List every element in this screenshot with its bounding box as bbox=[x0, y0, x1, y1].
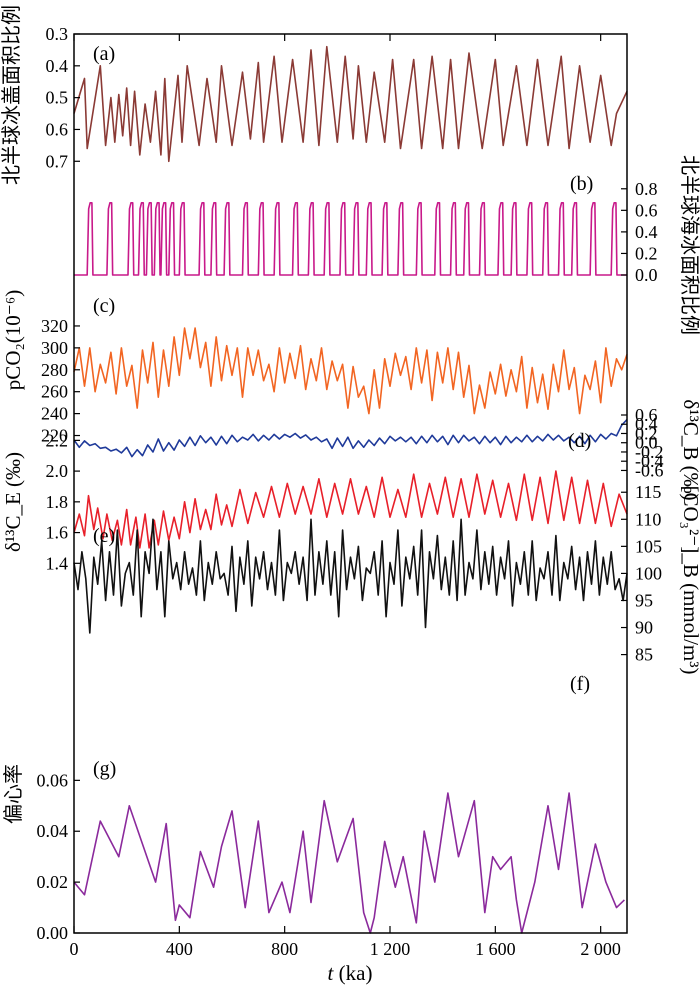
y-tick-label-g: 0.06 bbox=[37, 770, 69, 790]
y-tick-label-c: 220 bbox=[41, 426, 68, 446]
y-tick-label-b: 0.2 bbox=[635, 243, 658, 263]
y-axis-label-b: 北半球海冰面积比例 bbox=[678, 155, 700, 335]
y-axis-label-g: 偏心率 bbox=[1, 764, 25, 824]
panel-label-a: (a) bbox=[93, 43, 115, 65]
y-tick-label-a: 0.3 bbox=[46, 24, 69, 44]
panel-f: 85 90 95 100 105 110 115 bbox=[73, 482, 662, 665]
panel-label-f: (f) bbox=[570, 673, 590, 695]
panels-layer: 0.30.40.50.60.70.00.20.40.60.82202402602… bbox=[37, 24, 664, 943]
y-axis-label-f: [CO₃²⁻]_B (mmol/m³) bbox=[679, 485, 700, 674]
y-axis-label-a: 北半球冰盖面积比例 bbox=[0, 5, 23, 185]
y-tick-label-b: 0.4 bbox=[635, 222, 658, 242]
y-tick-label-a: 0.4 bbox=[46, 56, 69, 76]
panel-label-b: (b) bbox=[570, 173, 593, 195]
x-tick-label: 0 bbox=[70, 939, 79, 959]
panel-g: 0.00 0.02 0.04 0.06 bbox=[37, 770, 625, 943]
panel-b: 0.00.20.40.60.8 bbox=[74, 179, 658, 285]
y-axis-label-d: δ¹³C_B (‰) bbox=[679, 399, 700, 500]
y-tick-label-f: 110 bbox=[635, 509, 661, 529]
panel-d: -0.6-0.4-0.20.00.20.40.6 bbox=[73, 405, 664, 480]
y-tick-label-g: 0.00 bbox=[37, 923, 69, 943]
y-tick-label-b: 0.0 bbox=[635, 265, 658, 285]
y-tick-label-b: 0.6 bbox=[635, 200, 658, 220]
series-line-f bbox=[73, 518, 628, 634]
y-tick-label-d: 0.4 bbox=[635, 414, 658, 434]
x-tick-label: 1 200 bbox=[370, 939, 411, 959]
panel-label-d: (d) bbox=[568, 430, 591, 452]
y-tick-label-a: 0.6 bbox=[46, 119, 69, 139]
series-line-e bbox=[73, 470, 628, 549]
plot-frame bbox=[73, 33, 628, 934]
series-line-b bbox=[74, 201, 627, 276]
y-tick-label-f: 115 bbox=[635, 482, 661, 502]
x-axis-label-unit: (ka) bbox=[333, 961, 372, 985]
y-axis-label-c: pCO₂(10⁻⁶) bbox=[1, 290, 25, 390]
y-tick-label-c: 300 bbox=[41, 338, 68, 358]
y-tick-label-e: 2.2 bbox=[46, 430, 69, 450]
y-tick-label-f: 85 bbox=[635, 645, 653, 665]
y-tick-label-d: -0.6 bbox=[635, 460, 664, 480]
y-tick-label-a: 0.5 bbox=[46, 88, 69, 108]
panel-a: 0.3 0.4 0.5 0.6 0.7 bbox=[46, 24, 628, 171]
y-tick-label-d: 0.6 bbox=[635, 405, 658, 425]
y-tick-label-e: 1.6 bbox=[46, 523, 69, 543]
panel-e: 1.4 1.6 1.8 2.0 2.2 bbox=[46, 430, 628, 573]
y-tick-label-f: 95 bbox=[635, 590, 653, 610]
panel-label-c: (c) bbox=[93, 295, 115, 317]
y-tick-label-g: 0.04 bbox=[37, 821, 69, 841]
panel-label-g: (g) bbox=[93, 758, 116, 780]
y-axis-label-e: δ¹³C_E (‰) bbox=[1, 452, 25, 552]
x-axis: 0 400 800 1 200 1 600 2 000 bbox=[70, 34, 621, 959]
y-tick-label-f: 105 bbox=[635, 536, 662, 556]
y-tick-label-e: 2.0 bbox=[46, 461, 69, 481]
y-tick-label-d: 0.2 bbox=[635, 423, 658, 443]
panel-label-e: (e) bbox=[93, 525, 115, 547]
y-tick-label-d: 0.0 bbox=[635, 433, 658, 453]
series-line-c bbox=[73, 327, 628, 415]
y-tick-label-d: -0.2 bbox=[635, 442, 664, 462]
x-tick-label: 800 bbox=[271, 939, 298, 959]
series-line-g bbox=[73, 792, 625, 934]
y-tick-label-e: 1.4 bbox=[46, 553, 69, 573]
y-tick-label-e: 1.8 bbox=[46, 492, 69, 512]
y-tick-label-b: 0.8 bbox=[635, 179, 658, 199]
y-tick-label-c: 240 bbox=[41, 404, 68, 424]
y-tick-label-c: 280 bbox=[41, 360, 68, 380]
y-tick-label-d: -0.4 bbox=[635, 451, 664, 471]
x-tick-label: 400 bbox=[166, 939, 193, 959]
x-axis-label: t (ka) bbox=[328, 961, 373, 985]
y-tick-label-a: 0.7 bbox=[46, 151, 69, 171]
y-tick-label-g: 0.02 bbox=[37, 872, 69, 892]
x-tick-label: 2 000 bbox=[580, 939, 621, 959]
y-tick-label-c: 260 bbox=[41, 382, 68, 402]
y-tick-label-f: 100 bbox=[635, 563, 662, 583]
x-axis-label-var: t bbox=[328, 961, 335, 985]
series-line-d bbox=[73, 419, 628, 458]
y-tick-label-c: 320 bbox=[41, 316, 68, 336]
x-tick-label: 1 600 bbox=[475, 939, 516, 959]
series-line-a bbox=[73, 45, 628, 163]
y-tick-label-f: 90 bbox=[635, 618, 653, 638]
